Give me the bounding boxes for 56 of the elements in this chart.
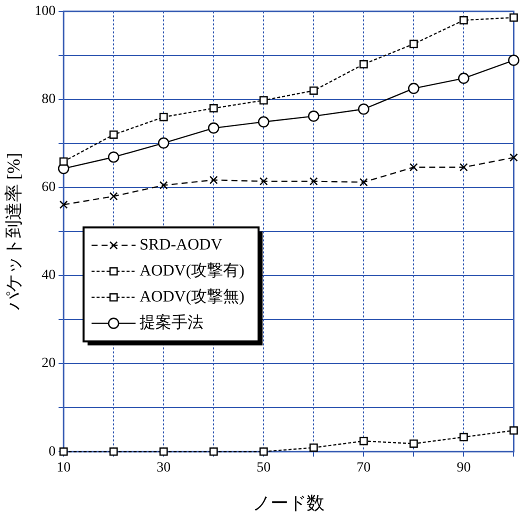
point bbox=[460, 163, 468, 172]
point bbox=[259, 447, 268, 456]
point bbox=[258, 116, 270, 128]
point bbox=[59, 157, 68, 166]
y-tick-label: 80 bbox=[42, 92, 56, 108]
point bbox=[409, 439, 418, 448]
point bbox=[159, 112, 168, 122]
point bbox=[409, 40, 418, 48]
point bbox=[209, 447, 218, 456]
point bbox=[208, 122, 220, 134]
point bbox=[109, 130, 118, 139]
point bbox=[408, 82, 420, 94]
point bbox=[458, 72, 470, 84]
point bbox=[59, 200, 68, 209]
legend-label: AODV(攻撃有) bbox=[140, 262, 244, 280]
point bbox=[409, 163, 418, 172]
point bbox=[259, 177, 268, 186]
point bbox=[109, 447, 118, 456]
point bbox=[159, 181, 168, 190]
point bbox=[359, 436, 368, 446]
y-tick-label: 100 bbox=[34, 4, 56, 20]
y-axis-title: パケット到達率 [%] bbox=[4, 152, 24, 312]
y-tick-label: 40 bbox=[42, 268, 56, 284]
point bbox=[510, 153, 518, 162]
point bbox=[309, 86, 318, 95]
point bbox=[158, 137, 170, 149]
point bbox=[209, 176, 218, 184]
x-tick-label: 90 bbox=[456, 460, 471, 476]
y-tick-label: 20 bbox=[42, 356, 56, 372]
point bbox=[359, 60, 368, 68]
x-tick-label: 70 bbox=[356, 460, 371, 476]
point bbox=[109, 192, 118, 200]
legend-label: SRD-AODV bbox=[140, 236, 223, 254]
legend-label: 提案手法 bbox=[140, 314, 204, 332]
point bbox=[259, 96, 268, 105]
y-tick-label: 60 bbox=[42, 180, 56, 196]
point bbox=[308, 110, 320, 122]
x-tick-label: 50 bbox=[256, 460, 271, 476]
y-tick-label: 0 bbox=[48, 444, 56, 460]
x-tick-label: 30 bbox=[156, 460, 171, 476]
point bbox=[309, 177, 318, 186]
point bbox=[510, 13, 518, 22]
point bbox=[460, 432, 468, 442]
x-axis-title: ノード数 bbox=[252, 492, 325, 513]
x-tick-label: 10 bbox=[56, 460, 71, 476]
legend-label: AODV(攻撃無) bbox=[140, 288, 244, 306]
point bbox=[159, 447, 168, 456]
point bbox=[358, 103, 370, 115]
point bbox=[460, 16, 468, 24]
point bbox=[209, 104, 218, 112]
point bbox=[59, 447, 68, 456]
point bbox=[508, 54, 520, 66]
point bbox=[510, 426, 518, 435]
point bbox=[359, 178, 368, 186]
point bbox=[309, 443, 318, 452]
point bbox=[108, 151, 120, 163]
